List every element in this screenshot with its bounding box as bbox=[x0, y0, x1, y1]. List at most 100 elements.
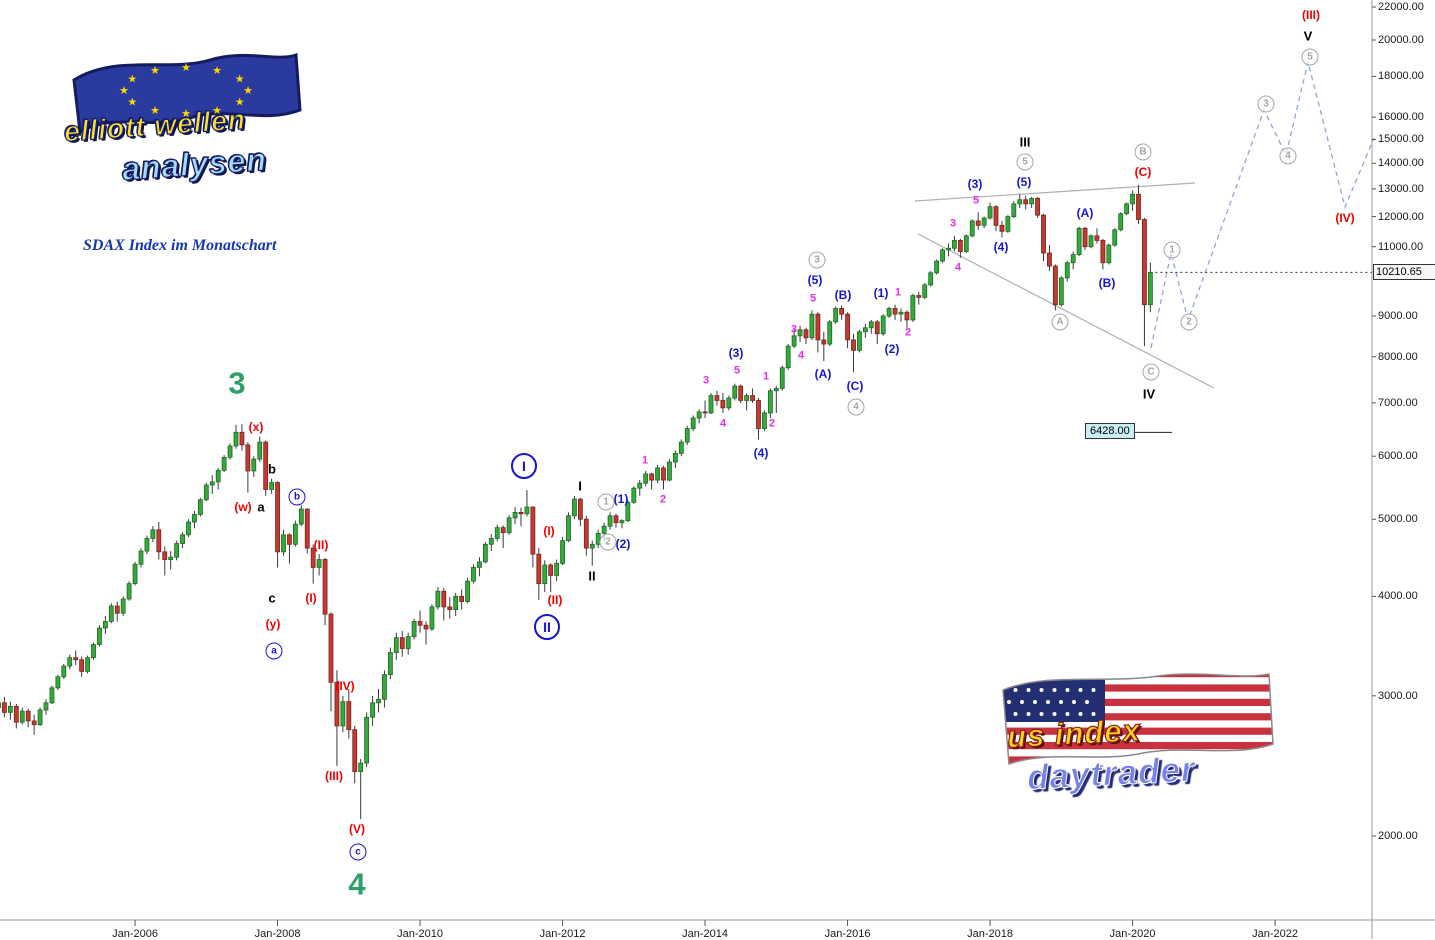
wave-label: 1 bbox=[641, 454, 649, 467]
logo-us-index-text: us index bbox=[1006, 712, 1143, 755]
wave-label: (C) bbox=[1134, 165, 1152, 179]
y-axis-label: 3000.00 bbox=[1378, 689, 1418, 702]
svg-text:★: ★ bbox=[127, 74, 137, 86]
y-axis-label: 2000.00 bbox=[1378, 830, 1418, 842]
wave-label: (1) bbox=[613, 492, 629, 506]
wave-label: II bbox=[534, 614, 560, 640]
wave-label: (I) bbox=[305, 591, 317, 605]
y-axis-label: 4000.00 bbox=[1378, 590, 1418, 603]
svg-text:★: ★ bbox=[127, 97, 137, 109]
svg-text:★: ★ bbox=[235, 74, 245, 86]
x-axis-label: Jan-2020 bbox=[1109, 928, 1156, 940]
wave-label: 5 bbox=[972, 194, 980, 207]
wave-label: 1 bbox=[1163, 241, 1181, 259]
y-axis-label: 22000.00 bbox=[1378, 1, 1424, 14]
us-index-daytrader-logo: us index daytrader bbox=[993, 670, 1293, 820]
svg-text:★: ★ bbox=[150, 105, 160, 117]
x-axis-label: Jan-2014 bbox=[682, 928, 728, 940]
wave-label: (I) bbox=[543, 524, 555, 538]
wave-label: 3 bbox=[1257, 95, 1275, 113]
wave-label: (3) bbox=[728, 346, 744, 360]
wave-label: C bbox=[1142, 363, 1160, 381]
x-axis-label: Jan-2018 bbox=[967, 928, 1013, 940]
y-axis-label: 16000.00 bbox=[1378, 111, 1424, 124]
wave-label: b bbox=[268, 461, 276, 477]
wave-label: 2 bbox=[904, 326, 912, 339]
y-axis-label: 20000.00 bbox=[1378, 34, 1424, 46]
wave-label: IV bbox=[1142, 386, 1156, 402]
wave-label: 4 bbox=[847, 398, 865, 416]
wave-label: (II) bbox=[547, 593, 563, 607]
wave-label: (IV) bbox=[1335, 211, 1355, 225]
wave-label: (A) bbox=[814, 367, 832, 381]
y-axis-label: 5000.00 bbox=[1378, 513, 1418, 526]
y-axis-label: 6000.00 bbox=[1378, 450, 1418, 463]
wave-label: I bbox=[511, 453, 537, 479]
wave-label: 3 bbox=[790, 323, 798, 336]
wave-label: (B) bbox=[1098, 276, 1116, 290]
wave-label: 2 bbox=[1180, 313, 1198, 331]
y-axis-label: 11000.00 bbox=[1378, 240, 1424, 253]
wave-label: a bbox=[257, 499, 265, 515]
y-axis-label: 14000.00 bbox=[1378, 157, 1424, 170]
wave-label: (1) bbox=[873, 286, 889, 300]
wave-label: 2 bbox=[768, 417, 776, 430]
x-axis-label: Jan-2008 bbox=[254, 928, 301, 940]
wave-label: A bbox=[1051, 313, 1069, 331]
wave-label: (III) bbox=[325, 769, 343, 783]
wave-label: (B) bbox=[834, 288, 852, 302]
wave-label: 2 bbox=[599, 533, 617, 551]
x-axis-label: Jan-2022 bbox=[1252, 928, 1298, 940]
wave-label: 5 bbox=[1016, 153, 1034, 171]
svg-text:★: ★ bbox=[235, 97, 245, 109]
wave-label: (4) bbox=[753, 446, 769, 460]
wave-label: 1 bbox=[894, 286, 902, 299]
svg-text:★: ★ bbox=[119, 85, 129, 97]
wave-label: 5 bbox=[733, 364, 741, 377]
wave-label: (3) bbox=[967, 177, 983, 191]
current-price-value: 10210.65 bbox=[1376, 266, 1422, 279]
wave-label: (2) bbox=[884, 342, 900, 356]
wave-label: c bbox=[268, 590, 276, 606]
current-price-label: 10210.65 bbox=[1373, 264, 1435, 281]
wave-label: (C) bbox=[846, 379, 864, 393]
wave-label: (V) bbox=[349, 822, 365, 836]
wave-label: (5) bbox=[1016, 175, 1032, 189]
us-flag-icon bbox=[1002, 673, 1274, 766]
target-level-label: 6428.00 bbox=[1085, 423, 1135, 440]
svg-text:★: ★ bbox=[212, 65, 222, 77]
wave-label: 3 bbox=[228, 365, 246, 401]
wave-label: (y) bbox=[265, 617, 281, 631]
y-axis-label: 9000.00 bbox=[1378, 310, 1418, 323]
wave-label: (II) bbox=[313, 538, 329, 552]
svg-text:★: ★ bbox=[243, 85, 253, 97]
wave-label: 4 bbox=[797, 349, 805, 362]
wave-label: 4 bbox=[348, 866, 366, 902]
svg-text:★: ★ bbox=[150, 65, 160, 77]
wave-label: B bbox=[1134, 143, 1152, 161]
wave-label: c bbox=[349, 843, 367, 861]
wave-label: (5) bbox=[807, 273, 823, 287]
wave-label: 3 bbox=[808, 251, 826, 269]
y-axis-label: 18000.00 bbox=[1378, 70, 1424, 83]
wave-label: 4 bbox=[1279, 147, 1297, 165]
svg-text:★: ★ bbox=[181, 62, 191, 74]
wave-label: (III) bbox=[1302, 8, 1320, 22]
y-axis-label: 15000.00 bbox=[1378, 133, 1424, 146]
wave-label: 4 bbox=[719, 417, 727, 430]
x-axis-label: Jan-2006 bbox=[112, 928, 158, 940]
wave-label: (A) bbox=[1076, 206, 1094, 220]
wave-label: V bbox=[1303, 28, 1313, 44]
eu-flag-icon: ★★★★★★★★★ ★ ★★ bbox=[72, 52, 302, 135]
wave-label: (IV) bbox=[335, 679, 355, 693]
wave-label: 3 bbox=[949, 217, 957, 230]
y-axis-label: 13000.00 bbox=[1378, 182, 1424, 195]
svg-text:★: ★ bbox=[181, 108, 191, 120]
wave-label: 5 bbox=[809, 292, 817, 305]
y-axis-label: 8000.00 bbox=[1378, 350, 1418, 363]
wave-label: a bbox=[265, 642, 283, 660]
wave-label: 1 bbox=[762, 370, 770, 383]
wave-label: (4) bbox=[993, 240, 1009, 254]
chart-title: SDAX Index im Monatschart bbox=[83, 237, 277, 254]
